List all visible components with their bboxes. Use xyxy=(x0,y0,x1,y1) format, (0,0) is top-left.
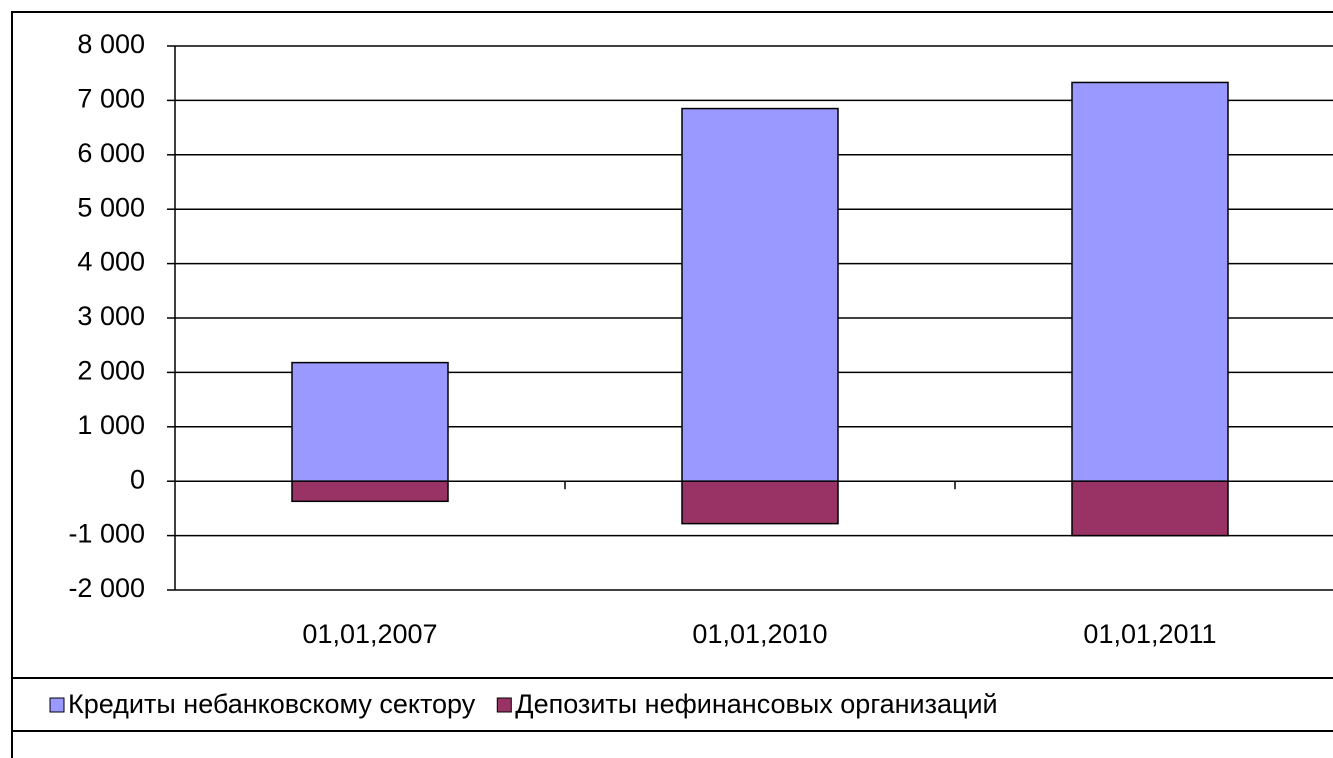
legend-swatch xyxy=(496,697,512,713)
bar xyxy=(681,107,839,482)
y-tick-label: 5 000 xyxy=(77,192,145,222)
y-tick-label: 7 000 xyxy=(77,84,145,114)
bar xyxy=(1071,480,1229,537)
bar xyxy=(681,480,839,525)
chart-border xyxy=(11,11,1333,758)
bar xyxy=(291,361,449,482)
x-tick-label: 01,01,2007 xyxy=(302,619,437,649)
y-tick-label: 1 000 xyxy=(77,410,145,440)
bar xyxy=(291,480,449,503)
y-tick-label: -1 000 xyxy=(68,519,145,549)
legend-label: Кредиты небанковскому сектору xyxy=(68,689,476,719)
y-tick-label: 3 000 xyxy=(77,301,145,331)
y-tick-label: 0 xyxy=(130,464,145,494)
y-tick-label: 4 000 xyxy=(77,247,145,277)
legend-label: Депозиты нефинансовых организаций xyxy=(515,689,997,719)
y-tick-label: -2 000 xyxy=(68,573,145,603)
legend-swatch xyxy=(49,697,65,713)
x-tick-label: 01,01,2011 xyxy=(1083,619,1216,649)
y-tick-label: 6 000 xyxy=(77,138,145,168)
y-tick-label: 8 000 xyxy=(77,29,145,59)
y-tick-label: 2 000 xyxy=(77,356,145,386)
legend-box xyxy=(11,677,1333,732)
x-tick-label: 01,01,2010 xyxy=(692,619,827,649)
bar xyxy=(1071,81,1229,482)
